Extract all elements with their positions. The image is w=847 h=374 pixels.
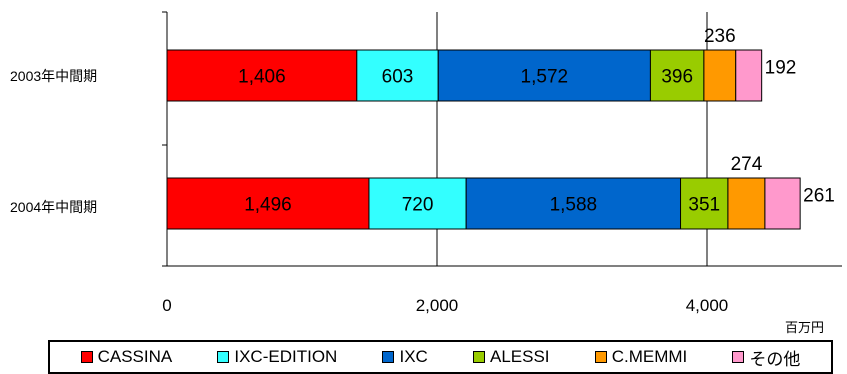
legend-label-c-memmi: C.MEMMI — [611, 347, 688, 366]
legend-item-ixc-edition: IXC-EDITION — [217, 347, 337, 367]
data-label-0-5: 192 — [765, 58, 797, 79]
data-label-1-5: 261 — [803, 186, 835, 207]
legend-label-ixc: IXC — [399, 347, 428, 366]
bar-0-0 — [166, 49, 358, 102]
bar-1-1 — [368, 177, 467, 230]
data-label-0-3: 396 — [661, 67, 693, 88]
x-tick-label-2: 4,000 — [686, 296, 729, 315]
data-label-1-1: 720 — [402, 195, 434, 216]
legend-item-cassina: CASSINA — [80, 347, 173, 367]
bar-1-4 — [727, 177, 766, 230]
data-label-0-0: 1,406 — [238, 67, 286, 88]
legend-item-other: その他 — [732, 345, 800, 370]
data-label-1-0: 1,496 — [244, 195, 292, 216]
legend-item-ixc: IXC — [382, 347, 428, 367]
legend-label-other: その他 — [749, 349, 801, 369]
legend-item-c-memmi: C.MEMMI — [594, 347, 688, 367]
legend-label-alessi: ALESSI — [489, 347, 550, 366]
x-tick-label-0: 0 — [162, 296, 171, 315]
legend-swatch-cassina — [80, 351, 93, 363]
data-label-0-4: 236 — [704, 26, 736, 47]
legend-swatch-c-memmi — [594, 351, 607, 363]
legend-swatch-ixc-edition — [217, 351, 230, 363]
bar-0-2 — [437, 49, 651, 102]
bar-0-1 — [356, 49, 439, 102]
x-tick-label-1: 2,000 — [416, 296, 459, 315]
data-label-0-1: 603 — [382, 67, 414, 88]
legend-label-ixc-edition: IXC-EDITION — [234, 347, 338, 366]
legend-swatch-alessi — [472, 351, 485, 363]
bar-0-3 — [649, 49, 705, 102]
bar-1-0 — [166, 177, 370, 230]
category-label-2004: 2004年中間期 — [10, 199, 98, 215]
legend-label-cassina: CASSINA — [97, 347, 173, 366]
bar-1-5 — [764, 177, 801, 230]
legend-swatch-other — [732, 351, 745, 363]
unit-label: 百万円 — [785, 320, 825, 335]
data-label-1-3: 351 — [688, 195, 720, 216]
data-label-1-4: 274 — [731, 154, 763, 175]
category-label-2003: 2003年中間期 — [10, 68, 98, 84]
data-label-0-2: 1,572 — [521, 67, 569, 88]
legend-swatch-ixc — [382, 351, 395, 363]
legend-item-alessi: ALESSI — [472, 347, 550, 367]
data-label-1-2: 1,588 — [550, 195, 598, 216]
stacked-bar-chart: 0 2,000 4,000 1,406 603 1,572 396 236 192 1,496 72… — [162, 11, 842, 315]
bar-0-4 — [703, 49, 737, 102]
legend: CASSINA IXC-EDITION IXC ALESSI C.MEMMI そ… — [48, 340, 833, 374]
bar-0-5 — [735, 49, 763, 102]
